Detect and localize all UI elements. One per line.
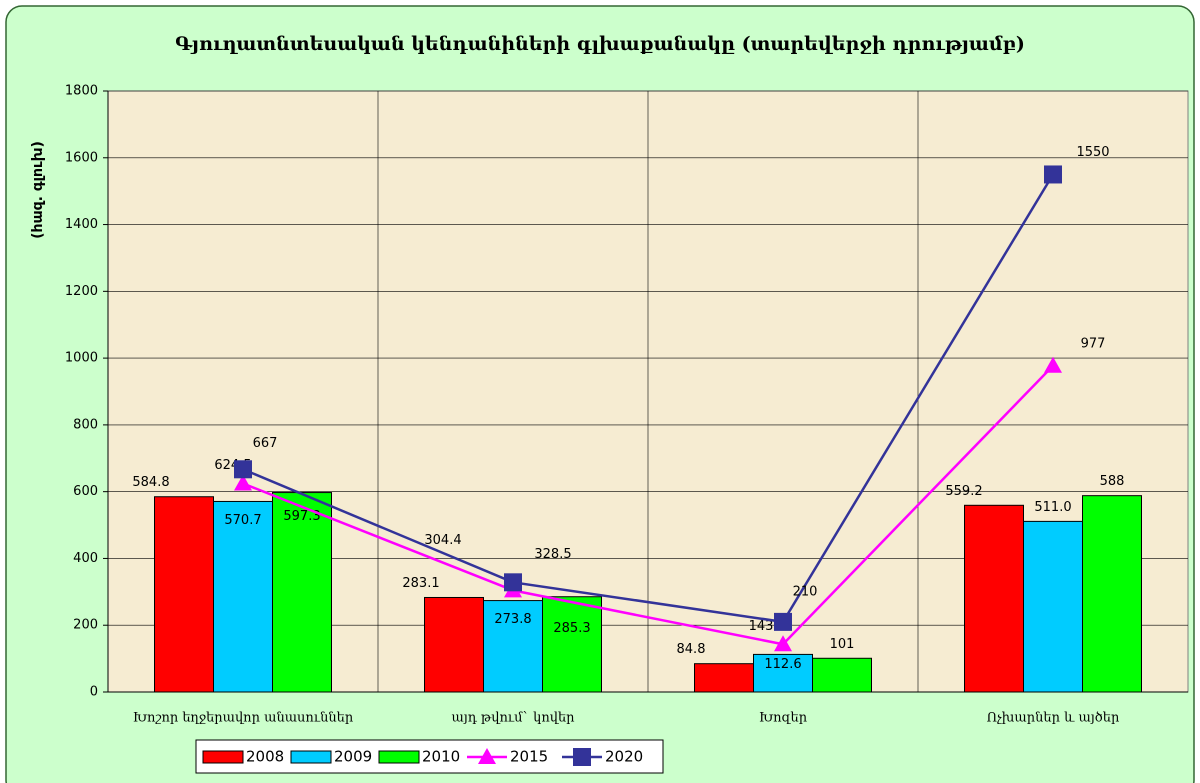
data-label: 112.6: [764, 657, 801, 672]
data-label: 584.8: [132, 475, 169, 490]
y-tick-label: 1800: [65, 84, 98, 99]
legend-label: 2020: [605, 748, 643, 766]
line-marker: [1044, 165, 1062, 184]
bar: [213, 500, 273, 693]
y-tick-label: 800: [73, 417, 98, 432]
legend-swatch: [202, 750, 244, 764]
y-tick-label: 1400: [65, 217, 98, 232]
x-tick-label: Խոզեր: [759, 711, 808, 726]
data-label: 210: [793, 584, 818, 599]
data-label: 667: [253, 436, 278, 451]
bar: [483, 600, 543, 693]
data-label: 328.5: [534, 547, 571, 562]
data-label: 273.8: [494, 612, 531, 627]
data-label: 143: [749, 619, 774, 634]
line-marker: [774, 612, 792, 631]
bar: [1082, 495, 1142, 693]
y-tick-label: 0: [90, 685, 98, 700]
data-label: 588: [1100, 474, 1125, 489]
y-tick-label: 600: [73, 484, 98, 499]
y-tick-label: 400: [73, 551, 98, 566]
legend-label: 2009: [334, 748, 372, 766]
legend-label: 2010: [422, 748, 460, 766]
line-marker: [1044, 356, 1062, 373]
data-label: 597.3: [283, 509, 320, 524]
legend-marker: [573, 748, 591, 766]
x-tick-label: այդ թվում` կովեր: [451, 711, 575, 726]
line-marker: [504, 573, 522, 592]
line-series: [242, 364, 1054, 646]
bar: [542, 596, 602, 693]
x-tick-label: Ոչխարներ և այծեր: [987, 711, 1120, 726]
y-tick-label: 200: [73, 618, 98, 633]
data-label: 1550: [1076, 145, 1109, 160]
y-tick-label: 1000: [65, 351, 98, 366]
data-label: 570.7: [224, 513, 261, 528]
data-label: 101: [830, 637, 855, 652]
y-axis-label: (հազ. գլուխ): [30, 141, 46, 239]
line-marker: [774, 635, 792, 652]
bar: [753, 653, 813, 693]
legend-swatch: [290, 750, 332, 764]
data-label: 283.1: [402, 576, 439, 591]
data-label: 304.4: [424, 533, 461, 548]
data-label: 285.3: [553, 621, 590, 636]
line-marker: [234, 460, 252, 479]
line-series: [242, 173, 1055, 624]
data-label: 977: [1081, 336, 1106, 351]
legend-label: 2008: [246, 748, 284, 766]
bar: [964, 504, 1024, 693]
line-marker: [234, 474, 252, 491]
bar: [154, 496, 214, 693]
data-label: 84.8: [677, 642, 706, 657]
legend-marker: [478, 748, 496, 764]
y-tick-label: 1600: [65, 150, 98, 165]
legend-label: 2015: [510, 748, 548, 766]
data-label: 511.0: [1034, 500, 1071, 515]
data-label: 559.2: [945, 484, 982, 499]
legend-swatch: [378, 750, 420, 764]
bar: [694, 663, 754, 693]
bar: [812, 657, 872, 693]
bar: [272, 492, 332, 693]
chart-title: Գյուղատնտեսական կենդանիների գլխաքանակը (…: [175, 33, 1025, 55]
bar: [424, 596, 484, 693]
y-tick-label: 1200: [65, 284, 98, 299]
bar: [1023, 520, 1083, 693]
x-tick-label: Խոշոր եղջերավոր անասուններ: [133, 711, 354, 726]
